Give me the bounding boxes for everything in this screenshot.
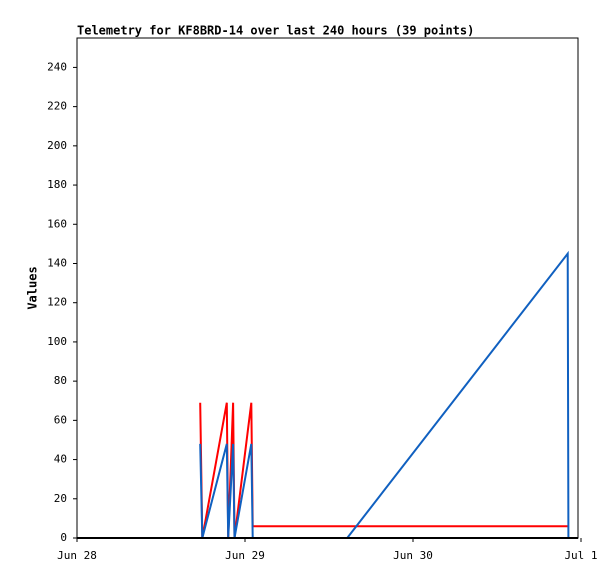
y-tick-label: 100 — [47, 335, 67, 348]
y-tick-label: 40 — [54, 453, 67, 466]
y-tick-label: 200 — [47, 139, 67, 152]
y-tick-label: 140 — [47, 256, 67, 269]
y-tick-label: 220 — [47, 100, 67, 113]
x-tick-label: Jun 29 — [225, 549, 265, 562]
x-tick-label: Jul 1 — [564, 549, 597, 562]
y-tick-label: 60 — [54, 413, 67, 426]
y-tick-label: 160 — [47, 217, 67, 230]
y-tick-label: 80 — [54, 374, 67, 387]
chart-title: Telemetry for KF8BRD-14 over last 240 ho… — [77, 24, 474, 38]
x-tick-label: Jun 30 — [393, 549, 433, 562]
x-tick-label: Jun 28 — [57, 549, 97, 562]
y-tick-label: 120 — [47, 296, 67, 309]
y-tick-label: 240 — [47, 60, 67, 73]
y-axis-label: Values — [26, 266, 40, 309]
y-tick-label: 20 — [54, 492, 67, 505]
y-tick-label: 0 — [60, 531, 67, 544]
y-tick-label: 180 — [47, 178, 67, 191]
